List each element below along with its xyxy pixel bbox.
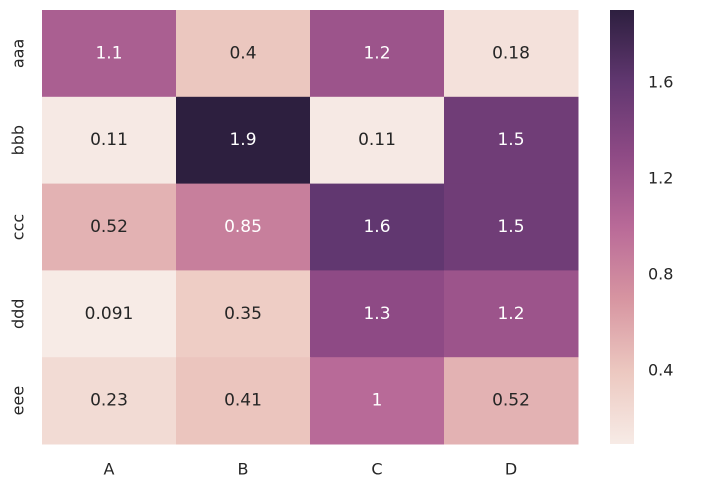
heatmap-cell-label: 0.52 bbox=[90, 217, 128, 237]
heatmap-cell-label: 1.9 bbox=[229, 130, 256, 150]
y-axis-ticks: aaa bbb ccc ddd eee bbox=[9, 39, 28, 416]
y-tick-label: ccc bbox=[9, 214, 28, 240]
heatmap-cell-label: 1.2 bbox=[497, 304, 524, 324]
x-tick-label: B bbox=[238, 460, 249, 479]
heatmap-cell-eee-A bbox=[42, 357, 177, 445]
heatmap-value-labels: 1.1 0.4 1.2 0.18 0.11 1.9 0.11 1.5 0.52 0.85 1.6 1.… bbox=[85, 43, 530, 410]
colorbar-tick-label: 0.4 bbox=[648, 360, 673, 379]
heatmap-cell-aaa-D bbox=[444, 10, 579, 98]
x-tick-label: C bbox=[371, 460, 382, 479]
heatmap-cell-ddd-D bbox=[444, 270, 579, 358]
colorbar-tick-label: 0.8 bbox=[648, 264, 673, 283]
heatmap-cell-bbb-B bbox=[176, 96, 311, 185]
heatmap-cell-aaa-A bbox=[42, 10, 177, 98]
heatmap-cell-label: 1.6 bbox=[363, 217, 390, 237]
heatmap-cell-label: 0.23 bbox=[90, 391, 128, 411]
x-axis-ticks: A B C D bbox=[104, 460, 518, 479]
heatmap-cell-label: 1 bbox=[372, 391, 383, 411]
heatmap-cell-bbb-A bbox=[42, 96, 177, 185]
heatmap-cell-label: 0.85 bbox=[224, 217, 262, 237]
heatmap-cell-label: 0.52 bbox=[492, 391, 530, 411]
heatmap-cell-eee-D bbox=[444, 357, 579, 445]
heatmap-cell-label: 0.11 bbox=[358, 130, 396, 150]
heatmap-cell-label: 1.2 bbox=[363, 43, 390, 63]
heatmap-cell-label: 1.3 bbox=[363, 304, 390, 324]
heatmap-cell-aaa-C bbox=[310, 10, 445, 98]
heatmap-cells bbox=[42, 10, 579, 445]
heatmap-cell-ddd-C bbox=[310, 270, 445, 358]
x-tick-label: A bbox=[104, 460, 115, 479]
heatmap-cell-bbb-C bbox=[310, 96, 445, 185]
heatmap-cell-ccc-D bbox=[444, 183, 579, 271]
heatmap-cell-label: 1.5 bbox=[497, 130, 524, 150]
heatmap-cell-label: 0.4 bbox=[229, 43, 256, 63]
heatmap-cell-ccc-C bbox=[310, 183, 445, 271]
heatmap-cell-eee-C bbox=[310, 357, 445, 445]
heatmap-cell-ddd-A bbox=[42, 270, 177, 358]
x-tick-label: D bbox=[505, 460, 517, 479]
heatmap-cell-label: 0.18 bbox=[492, 43, 530, 63]
heatmap-cell-ccc-A bbox=[42, 183, 177, 271]
colorbar-tick-label: 1.2 bbox=[648, 168, 673, 187]
heatmap-cell-bbb-D bbox=[444, 96, 579, 185]
heatmap-cell-ccc-B bbox=[176, 183, 311, 271]
heatmap-cell-aaa-B bbox=[176, 10, 311, 98]
y-tick-label: eee bbox=[9, 386, 28, 416]
y-tick-label: aaa bbox=[9, 39, 28, 68]
heatmap-cell-label: 1.1 bbox=[95, 43, 122, 63]
colorbar-tick-label: 1.6 bbox=[648, 72, 673, 91]
y-tick-label: ddd bbox=[9, 299, 28, 329]
heatmap-cell-label: 0.35 bbox=[224, 304, 262, 324]
heatmap-cell-label: 0.41 bbox=[224, 391, 262, 411]
colorbar-gradient bbox=[610, 10, 634, 444]
heatmap-cell-label: 1.5 bbox=[497, 217, 524, 237]
heatmap-cell-label: 0.091 bbox=[85, 304, 134, 324]
y-tick-label: bbb bbox=[9, 125, 28, 155]
heatmap-cell-eee-B bbox=[176, 357, 311, 445]
heatmap-cell-ddd-B bbox=[176, 270, 311, 358]
colorbar: 0.4 0.8 1.2 1.6 bbox=[610, 10, 673, 444]
heatmap-cell-label: 0.11 bbox=[90, 130, 128, 150]
